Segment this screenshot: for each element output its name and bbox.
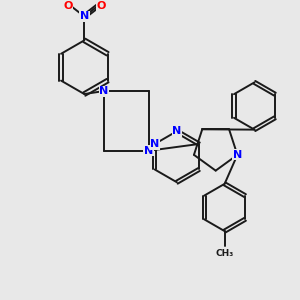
Text: N: N: [150, 139, 159, 149]
Text: O: O: [96, 1, 105, 11]
Text: N: N: [144, 146, 153, 156]
Text: O: O: [63, 1, 73, 11]
Text: N: N: [99, 86, 108, 96]
Text: N: N: [233, 150, 242, 160]
Text: N: N: [80, 11, 89, 22]
Text: N: N: [172, 126, 182, 136]
Text: CH₃: CH₃: [215, 249, 234, 258]
